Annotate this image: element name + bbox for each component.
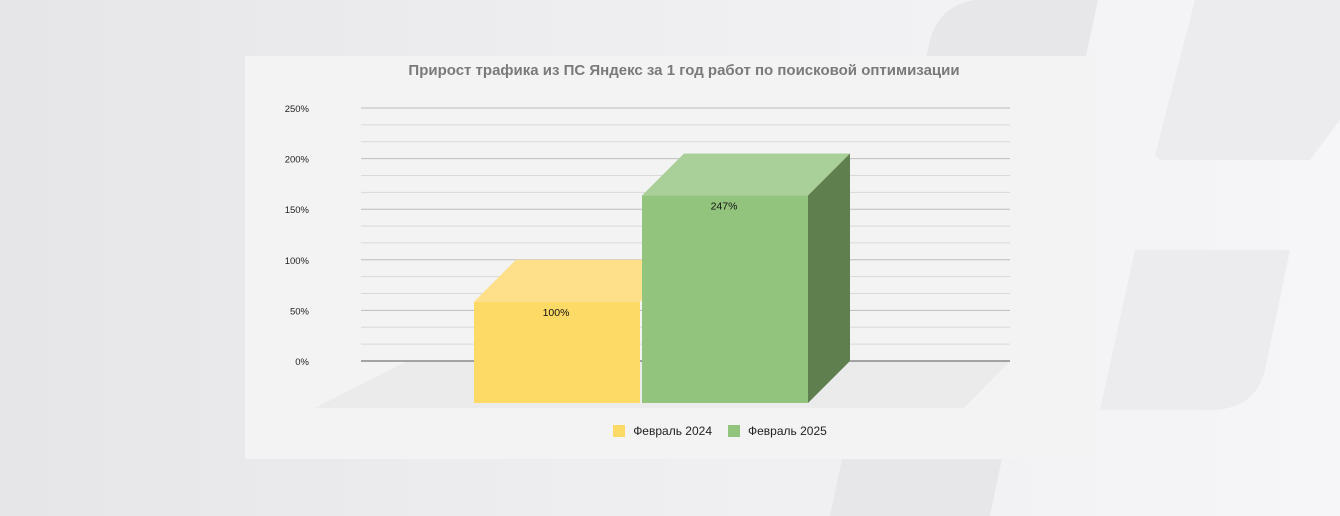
- y-tick-label: 200%: [285, 155, 310, 166]
- y-tick-label: 150%: [285, 205, 310, 216]
- legend-label-feb-2024: Февраль 2024: [633, 424, 712, 438]
- y-tick-label: 100%: [285, 256, 310, 267]
- bar-feb-2024: [474, 301, 640, 403]
- data-label-feb-2025: 247%: [711, 201, 738, 213]
- bar-feb-2025-top: [642, 153, 850, 196]
- bar-chart-3d: 0% 50% 100% 150% 200% 250% 100% 247%: [285, 104, 1010, 408]
- y-tick-label: 250%: [285, 104, 310, 115]
- legend-item-feb-2024: Февраль 2024: [613, 424, 712, 438]
- legend-label-feb-2025: Февраль 2025: [748, 424, 827, 438]
- chart-legend: Февраль 2024 Февраль 2025: [245, 424, 1095, 438]
- background-slash-shape-lower: [1100, 250, 1290, 410]
- bar-feb-2024-top: [474, 259, 682, 302]
- legend-swatch-feb-2025: [728, 425, 740, 437]
- data-label-feb-2024: 100%: [543, 307, 570, 319]
- chart-card: Прирост трафика из ПС Яндекс за 1 год ра…: [245, 56, 1095, 459]
- legend-swatch-feb-2024: [613, 425, 626, 437]
- bar-feb-2025: [642, 195, 808, 403]
- background-slash-shape: [1155, 0, 1340, 160]
- legend-item-feb-2025: Февраль 2025: [728, 424, 827, 438]
- chart-title: Прирост трафика из ПС Яндекс за 1 год ра…: [408, 62, 960, 79]
- bar-feb-2025-side: [808, 153, 850, 403]
- y-tick-label: 0%: [295, 357, 309, 368]
- y-tick-label: 50%: [290, 306, 310, 317]
